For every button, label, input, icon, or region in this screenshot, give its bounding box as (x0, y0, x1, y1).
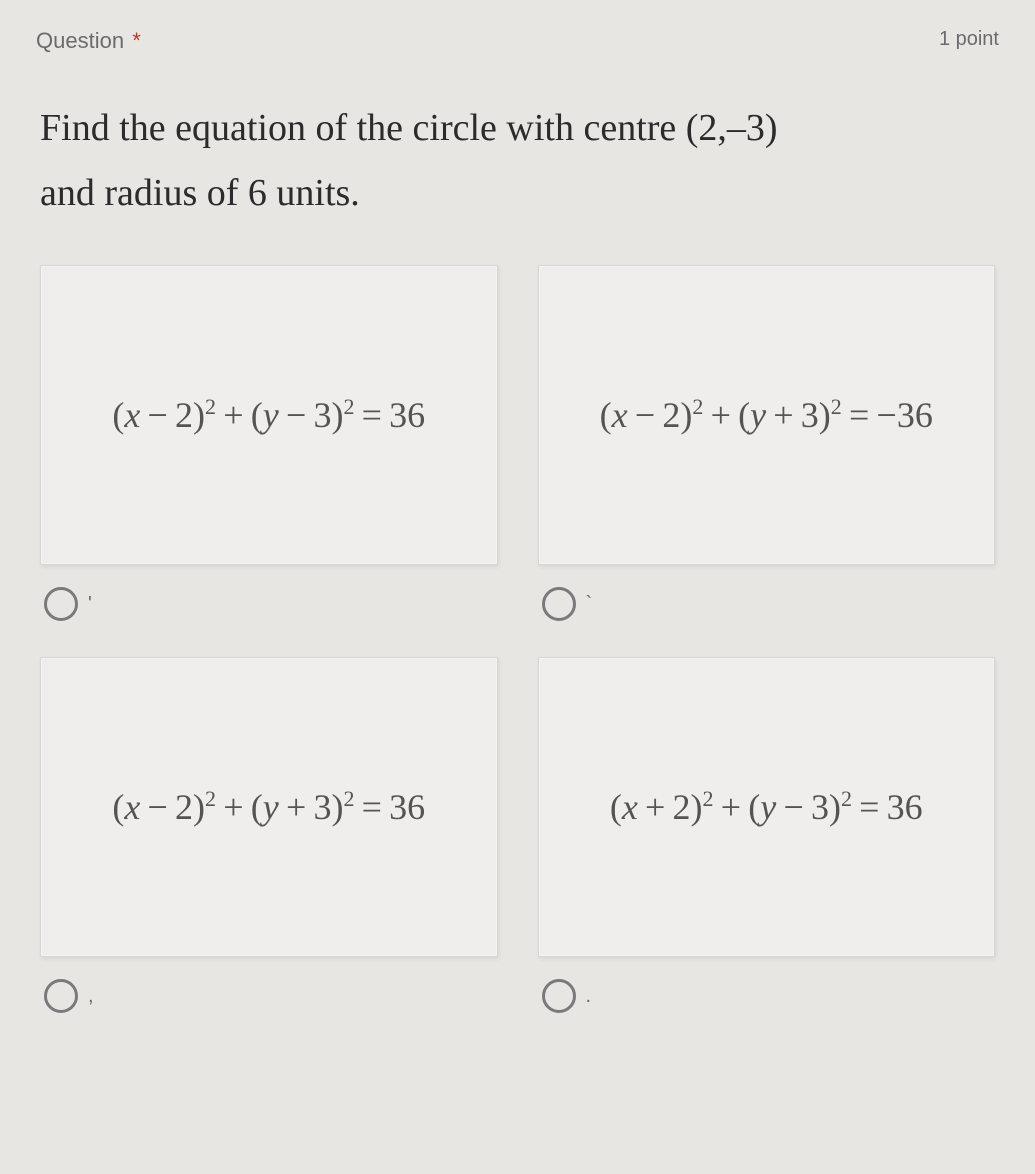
option-4: (x + 2)2 + (y − 3)2 = 36 . (538, 657, 996, 1013)
header-row: Question * 1 point (36, 28, 999, 54)
options-grid: (x − 2)2 + (y − 3)2 = 36 ' (x − 2)2 + (y… (36, 265, 999, 1013)
prompt-centre: (2,–3) (686, 107, 778, 149)
question-label-text: Question (36, 28, 124, 53)
option-2: (x − 2)2 + (y + 3)2 = −36 ` (538, 265, 996, 621)
option-label: ` (586, 593, 593, 616)
option-3: (x − 2)2 + (y + 3)2 = 36 , (40, 657, 498, 1013)
prompt-line1-pre: Find the equation of the circle with cen… (40, 107, 686, 149)
option-label: ' (88, 593, 92, 616)
option-label: , (88, 985, 94, 1008)
prompt-line2: and radius of 6 units. (40, 172, 360, 214)
equation-text: (x − 2)2 + (y − 3)2 = 36 (112, 394, 425, 436)
radio-row: . (538, 979, 996, 1013)
option-radio-3[interactable] (44, 979, 78, 1013)
option-card: (x − 2)2 + (y + 3)2 = −36 (538, 265, 996, 565)
option-radio-1[interactable] (44, 587, 78, 621)
equation-text: (x − 2)2 + (y + 3)2 = −36 (600, 394, 933, 436)
option-1: (x − 2)2 + (y − 3)2 = 36 ' (40, 265, 498, 621)
question-prompt: Find the equation of the circle with cen… (36, 96, 999, 225)
option-card: (x + 2)2 + (y − 3)2 = 36 (538, 657, 996, 957)
radio-row: ' (40, 587, 498, 621)
option-card: (x − 2)2 + (y + 3)2 = 36 (40, 657, 498, 957)
question-label: Question * (36, 28, 141, 54)
points-label: 1 point (939, 28, 999, 51)
option-card: (x − 2)2 + (y − 3)2 = 36 (40, 265, 498, 565)
required-marker: * (132, 28, 141, 53)
option-radio-4[interactable] (542, 979, 576, 1013)
radio-row: ` (538, 587, 996, 621)
equation-text: (x + 2)2 + (y − 3)2 = 36 (610, 786, 923, 828)
option-radio-2[interactable] (542, 587, 576, 621)
option-label: . (586, 985, 592, 1008)
radio-row: , (40, 979, 498, 1013)
equation-text: (x − 2)2 + (y + 3)2 = 36 (112, 786, 425, 828)
